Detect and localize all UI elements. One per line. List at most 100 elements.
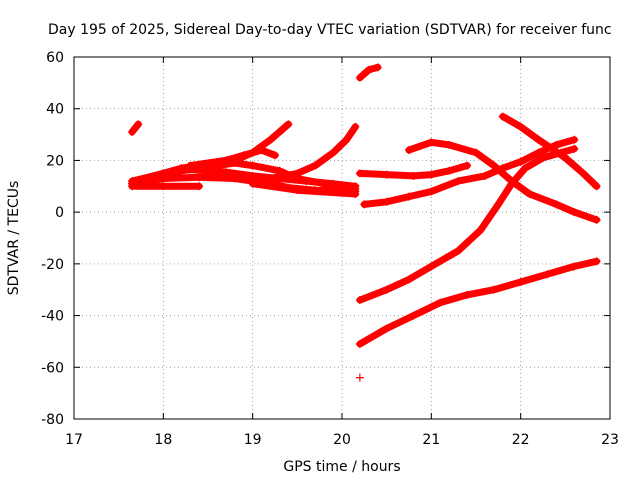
data-point [561,153,570,162]
data-point [489,285,498,294]
series-trace [499,113,601,190]
data-point [463,161,472,170]
data-point [405,192,413,201]
x-tick-labels: 17 18 19 20 21 22 23 [65,432,619,448]
data-point [355,296,364,305]
data-point [293,169,302,178]
series-trace [128,120,142,136]
data-point [570,262,579,271]
data-point [364,65,373,74]
data-point [128,179,137,188]
y-tick-label: 40 [46,102,64,118]
data-point [266,174,275,183]
series-arc-3 [128,182,204,191]
data-point [592,215,601,224]
data-point [592,182,601,191]
data-point [409,171,418,180]
data-point [239,151,248,160]
series-arc-8 [204,122,360,183]
series-arc-11 [355,161,472,180]
data-point [351,190,360,199]
y-tick-label: 60 [46,50,64,66]
data-point [271,151,279,160]
data-point [472,148,480,157]
grid [74,57,610,419]
x-tick-label: 22 [512,432,530,448]
series-arc-6 [159,159,360,193]
data-point [480,171,489,180]
y-tick-label: -80 [41,412,64,428]
y-tick-label: -60 [41,360,64,376]
data-point [534,135,543,144]
x-axis-title: GPS time / hours [283,459,400,475]
series-trace [356,257,601,348]
data-point [427,138,436,147]
data-point [494,200,503,209]
series-trace [356,162,471,180]
data-point [382,324,391,333]
plot-frame [73,56,611,420]
series-trace [159,159,359,193]
data-point [427,170,436,179]
data-point [454,246,463,255]
data-point [570,135,579,144]
series-arc-12 [360,135,579,209]
series-trace [356,145,578,304]
data-point [521,164,530,173]
data-point [284,120,293,129]
y-tick-label: 0 [55,205,64,221]
data-point [221,156,230,165]
series-arc-14 [355,257,601,349]
data-point [427,262,436,271]
data-point [342,135,351,144]
data-point [134,120,143,129]
data-point [293,186,302,195]
data-point [382,170,391,179]
y-tick-label: 20 [46,153,64,169]
data-point [355,169,364,178]
series-arc-7 [186,146,279,170]
plot-series [128,63,601,382]
data-point [476,226,485,235]
y-tick-label: -40 [41,309,64,325]
x-tick-label: 18 [154,432,172,448]
chart-title: Day 195 of 2025, Sidereal Day-to-day VTE… [48,22,612,38]
data-point [570,208,579,217]
series-arc-10 [355,63,382,82]
x-tick-label: 21 [422,432,440,448]
series-arc-15 [355,373,364,382]
series-trace [204,123,359,182]
data-point [436,298,445,307]
y-axis-title: SDTVAR / TECUs [6,181,22,296]
data-point [128,127,137,136]
x-tick-label: 19 [244,432,262,448]
data-point [159,169,168,178]
data-point [257,146,266,155]
series-trace [405,138,601,224]
data-point [382,285,391,294]
data-point [239,174,248,183]
data-point [592,257,601,266]
data-point [360,200,369,209]
data-point [355,73,364,82]
data-point [427,187,436,196]
series-arc-17 [498,112,601,191]
data-point [351,122,360,131]
data-point [248,179,257,188]
data-point [516,277,525,286]
data-point [463,290,472,299]
data-point [355,373,364,382]
data-point [516,157,525,166]
data-point [320,179,329,188]
y-tick-label: -20 [41,257,64,273]
data-point [534,148,543,157]
data-point [579,169,588,178]
data-point [570,144,579,153]
series-arc-16 [405,138,601,224]
data-point [405,275,413,284]
data-point [355,340,364,349]
data-point [266,135,275,144]
data-point [382,197,391,206]
data-point [204,171,212,180]
data-point [445,140,454,149]
